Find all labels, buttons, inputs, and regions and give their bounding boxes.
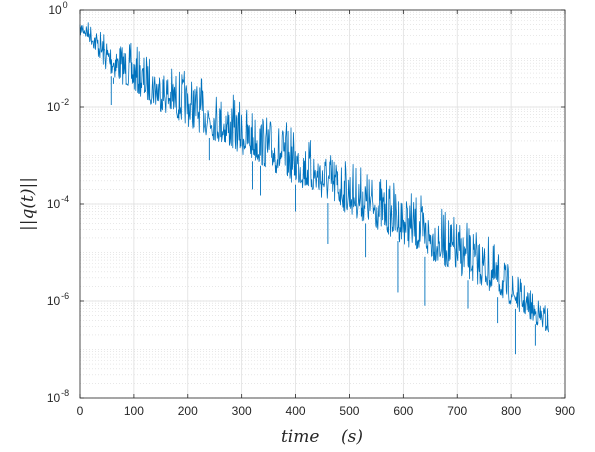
series-line-segment [370, 179, 401, 243]
series-line-segment [516, 276, 546, 331]
series-line-segment [79, 22, 110, 70]
y-tick-exponent: -6 [61, 291, 69, 301]
series-line-segment [108, 42, 139, 93]
y-tick-exponent: 0 [63, 0, 68, 10]
series-line-segment [428, 208, 459, 268]
x-tick-label: 900 [555, 404, 575, 418]
series-line-segment [254, 117, 285, 174]
series-line-segment [225, 94, 255, 158]
x-tick-label: 800 [501, 404, 521, 418]
series-line-segment [137, 51, 168, 113]
series-line-segment [166, 68, 197, 129]
series-0 [79, 22, 549, 355]
x-tick-label: 300 [232, 404, 252, 418]
x-tick-labels: 0 100 200 300 400 500 600 700 800 900 [77, 404, 576, 418]
x-axis-label: time (s) [281, 427, 363, 447]
x-tick-label: 0 [77, 404, 84, 418]
series-line-segment [341, 161, 372, 222]
y-tick-exponent: -2 [61, 97, 69, 107]
y-axis-label: ||q(t)|| [18, 177, 38, 231]
tick-marks [79, 9, 566, 399]
series-line-segment [487, 236, 517, 305]
series-line-segment [312, 155, 343, 206]
x-tick-label: 500 [339, 404, 359, 418]
x-tick-label: 400 [286, 404, 306, 418]
y-tick-exponent: -8 [61, 388, 69, 398]
y-tick-exponent: -4 [61, 194, 69, 204]
x-tick-label: 200 [178, 404, 198, 418]
series-line-segment [399, 193, 430, 254]
series-line-segment [545, 308, 549, 333]
x-tick-label: 600 [393, 404, 413, 418]
x-tick-label: 700 [447, 404, 467, 418]
series-line-segment [283, 122, 314, 190]
series-line-segment [457, 222, 488, 286]
series-line-segment [196, 78, 226, 143]
x-tick-label: 100 [124, 404, 144, 418]
